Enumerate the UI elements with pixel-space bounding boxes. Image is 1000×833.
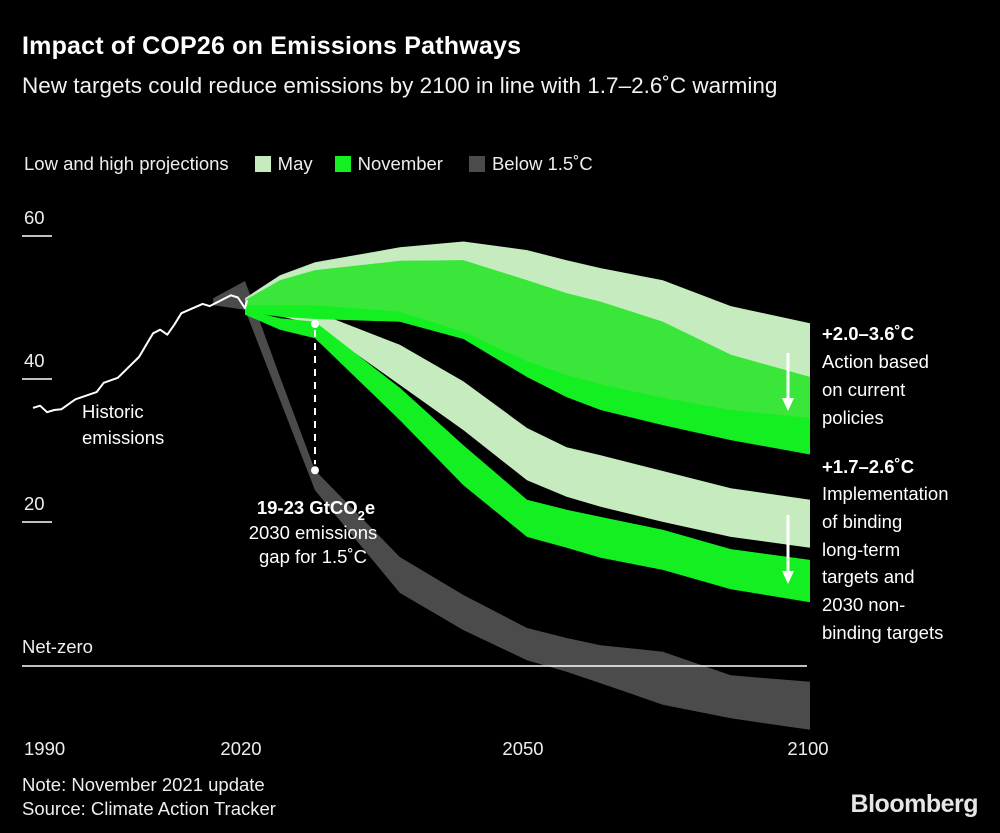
legend: Low and high projections May November Be… [24, 153, 593, 175]
targets-line4: targets and [822, 566, 915, 587]
arrow-targets [782, 515, 794, 584]
historic-label-line1: Historic [82, 401, 144, 422]
targets-warming: +1.7–2.6˚C [822, 456, 914, 477]
net-zero-label: Net-zero [22, 636, 93, 657]
footer-notes: Note: November 2021 update Source: Clima… [22, 773, 276, 821]
current-policies-line3: policies [822, 407, 884, 428]
gap-headline-text: 19-23 GtCO [257, 497, 358, 518]
arrow-current-policies [782, 353, 794, 411]
current-policies-line1: Action based [822, 351, 929, 372]
legend-item-below-1-5: Below 1.5˚C [491, 153, 593, 174]
bloomberg-logo: Bloomberg [850, 790, 979, 818]
legend-item-november: November [357, 153, 443, 174]
y-tick-40: 40 [24, 350, 45, 371]
current-policies-line2: on current [822, 379, 905, 400]
gap-headline-end: e [365, 497, 375, 518]
y-tick-20: 20 [24, 493, 45, 514]
gap-line2: 2030 emissions [249, 522, 378, 543]
x-tick-1990: 1990 [24, 738, 65, 759]
targets-line6: binding targets [822, 622, 943, 643]
chart-title: Impact of COP26 on Emissions Pathways [22, 32, 522, 60]
source-text: Source: Climate Action Tracker [22, 798, 276, 819]
legend-swatch-november [334, 156, 351, 172]
x-tick-2050: 2050 [502, 738, 543, 759]
current-policies-warming: +2.0–3.6˚C [822, 323, 914, 344]
gap-bottom-dot [311, 466, 319, 475]
x-tick-2100: 2100 [787, 738, 828, 759]
legend-item-may: May [277, 153, 313, 174]
targets-line3: long-term [822, 539, 900, 560]
gap-top-dot [311, 319, 319, 328]
targets-line1: Implementation [822, 483, 948, 504]
legend-swatch-below-1-5 [468, 156, 485, 172]
targets-line5: 2030 non- [822, 594, 905, 615]
chart-subtitle: New targets could reduce emissions by 21… [22, 73, 778, 98]
legend-swatch-may [254, 156, 271, 172]
historic-label-line2: emissions [82, 427, 164, 448]
legend-label: Low and high projections [24, 153, 229, 174]
targets-line2: of binding [822, 511, 902, 532]
x-tick-2020: 2020 [220, 738, 261, 759]
y-tick-60: 60 [24, 207, 45, 228]
band-current-policies-overlap [245, 260, 810, 418]
historic-emissions-line [32, 294, 249, 414]
note-text: Note: November 2021 update [22, 774, 265, 795]
band-november-targets [245, 309, 810, 603]
gap-headline: 19-23 GtCO2e [257, 497, 375, 523]
band-may-targets [245, 305, 810, 548]
gap-line3: gap for 1.5˚C [259, 546, 367, 567]
gap-headline-subscript: 2 [358, 508, 365, 523]
band-below-1-5 [213, 281, 810, 730]
